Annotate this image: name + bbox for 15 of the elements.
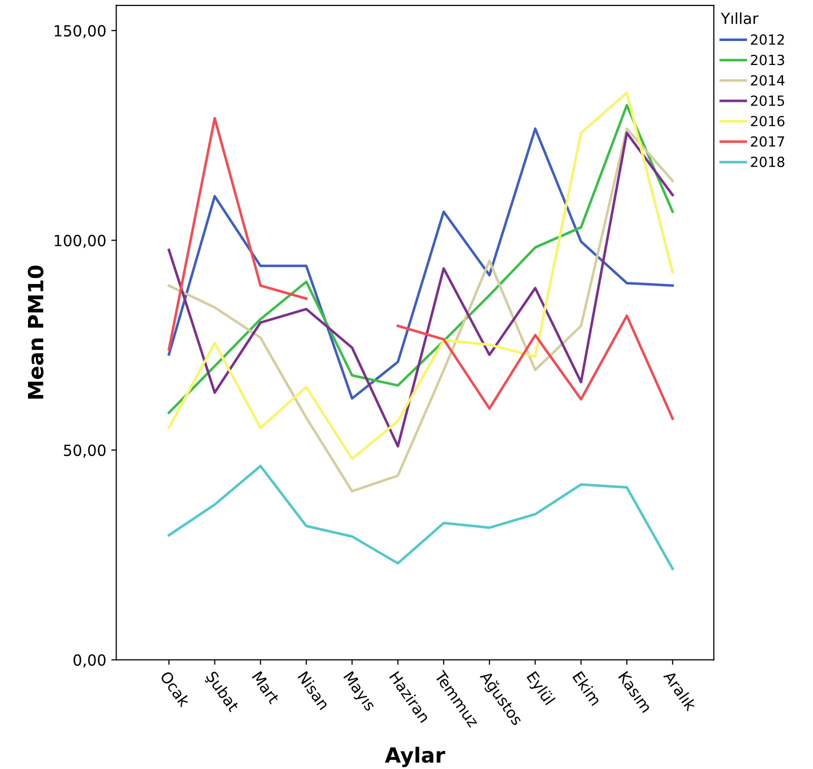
legend-label: 2015 xyxy=(750,95,784,106)
legend-label: 2013 xyxy=(750,54,784,66)
legend-label: 2014 xyxy=(750,75,784,86)
y-tick-label: 150,00 xyxy=(54,25,106,38)
legend-label: 2018 xyxy=(750,156,784,168)
legend-label: 2016 xyxy=(750,116,784,126)
line-series xyxy=(168,464,674,570)
y-axis-title: Mean PM10 xyxy=(28,266,44,399)
y-tick-label: 100,00 xyxy=(54,234,106,248)
y-tick-label: 50,00 xyxy=(64,444,106,458)
legend-label: 2012 xyxy=(750,34,784,45)
legend-label: 2017 xyxy=(750,136,784,147)
x-axis-title: Aylar xyxy=(384,746,446,768)
legend-title: Yıllar xyxy=(720,12,758,24)
y-tick-label: 0,00 xyxy=(74,654,106,668)
